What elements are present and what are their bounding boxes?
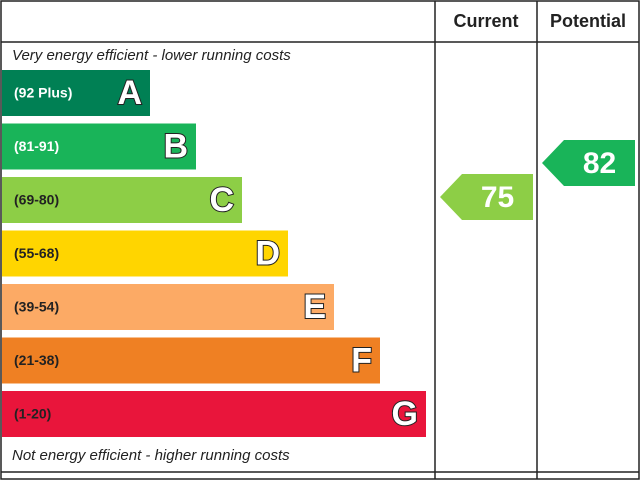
band-range: (55-68) xyxy=(14,245,59,261)
band-range: (69-80) xyxy=(14,192,59,208)
band-letter: G xyxy=(392,395,418,433)
rating-value: 82 xyxy=(583,147,616,180)
band-bar xyxy=(2,337,380,384)
band-range: (39-54) xyxy=(14,299,59,315)
column-header: Current xyxy=(453,11,518,31)
band-range: (1-20) xyxy=(14,406,51,422)
column-header: Potential xyxy=(550,11,626,31)
band-letter: A xyxy=(117,74,142,112)
top-note: Very energy efficient - lower running co… xyxy=(12,47,291,64)
bottom-note: Not energy efficient - higher running co… xyxy=(12,447,290,464)
band-letter: C xyxy=(209,181,234,219)
band-bar xyxy=(2,177,242,223)
band-letter: F xyxy=(351,341,372,379)
rating-arrow xyxy=(440,174,533,220)
band-range: (92 Plus) xyxy=(14,85,72,101)
band-bar xyxy=(2,70,150,116)
band-range: (81-91) xyxy=(14,138,59,154)
band-bar xyxy=(2,391,426,437)
band-bar xyxy=(2,284,334,330)
band-bar xyxy=(2,230,288,277)
band-letter: E xyxy=(303,288,326,326)
band-bar xyxy=(2,123,196,170)
band-range: (21-38) xyxy=(14,352,59,368)
band-letter: D xyxy=(255,234,280,272)
rating-arrow xyxy=(542,140,635,186)
rating-value: 75 xyxy=(481,181,514,214)
band-letter: B xyxy=(163,127,188,165)
